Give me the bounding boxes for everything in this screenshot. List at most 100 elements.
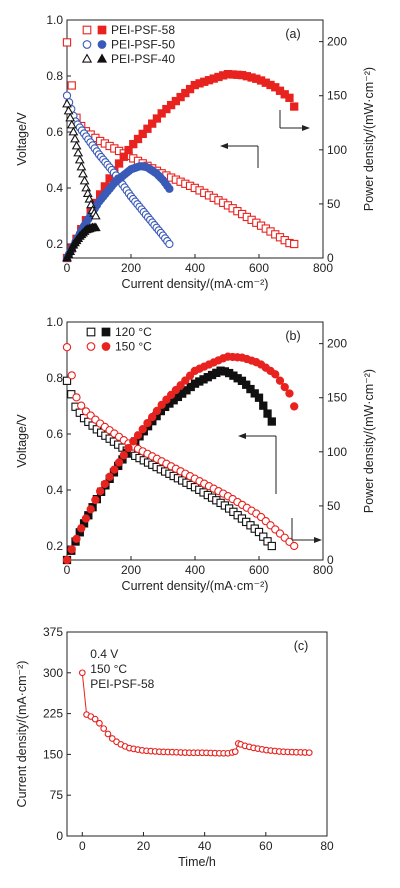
x-axis-label: Time/h: [178, 855, 216, 869]
x-tick-label: 600: [249, 261, 269, 275]
data-point: [105, 472, 114, 481]
x-tick-label: 800: [313, 563, 333, 577]
data-point: [62, 555, 72, 565]
legend-marker-open: [82, 25, 92, 35]
arrow-head: [314, 537, 322, 543]
data-point: [110, 465, 119, 474]
data-point: [290, 541, 299, 551]
data-point: [165, 184, 174, 193]
data-point: [285, 93, 294, 102]
data-point: [62, 343, 72, 352]
series-square-power: [62, 70, 299, 263]
y-tick-label: 375: [43, 625, 63, 639]
plot-frame: [66, 631, 328, 837]
data-point: [62, 376, 72, 385]
data-point: [86, 505, 95, 514]
x-axis-label: Current density/(mA·cm⁻²): [122, 579, 269, 593]
data-point: [263, 537, 272, 546]
data-point: [62, 98, 72, 108]
x-axis-label: Current density/(mA·cm⁻²): [122, 277, 269, 291]
data-point: [68, 126, 79, 136]
data-point: [133, 134, 143, 144]
y-axis-label: Current density/(mA·cm⁻²): [15, 661, 29, 808]
y-right-tick-label: 100: [327, 445, 347, 459]
data-point: [119, 451, 128, 460]
data-point: [114, 159, 124, 168]
data-point: [267, 417, 276, 426]
x-tick-label: 0: [64, 261, 71, 275]
data-point: [250, 389, 259, 398]
y-left-axis-label: Voltage/V: [15, 414, 29, 468]
x-tick-label: 0: [64, 563, 71, 577]
y-tick-label: 0: [56, 829, 63, 843]
legend-marker-open: [86, 342, 96, 351]
data-point: [74, 154, 85, 164]
data-point: [259, 532, 268, 541]
y-right-axis-label: Power density/(mW·cm⁻²): [362, 67, 376, 211]
y-right-tick-label: 50: [327, 499, 341, 513]
data-point: [275, 376, 285, 385]
data-point: [78, 168, 88, 178]
y-left-tick-label: 0.8: [46, 69, 63, 83]
y-right-tick-label: 100: [327, 143, 347, 157]
data-point: [148, 119, 157, 128]
data-point: [124, 145, 133, 155]
x-tick-label: 600: [249, 563, 269, 577]
data-point: [157, 400, 166, 409]
y-left-tick-label: 0.2: [46, 237, 63, 251]
series-triangle-power: [62, 222, 101, 262]
data-point: [267, 541, 276, 551]
x-tick-label: 400: [185, 563, 205, 577]
data-point: [185, 371, 195, 380]
data-point: [143, 124, 152, 133]
x-tick-label: 800: [313, 261, 333, 275]
data-point: [95, 487, 105, 496]
data-point: [254, 527, 264, 537]
data-point: [148, 412, 157, 422]
y-left-tick-label: 0.8: [46, 371, 63, 385]
annotation: 0.4 V: [90, 647, 118, 661]
data-point: [166, 390, 176, 400]
data-point: [114, 458, 124, 467]
y-left-tick-label: 0.6: [46, 427, 63, 441]
y-tick-label: 225: [43, 707, 63, 721]
legend-marker-open: [81, 53, 93, 63]
data-point: [104, 730, 112, 738]
data-point: [138, 129, 147, 139]
y-tick-label: 150: [43, 747, 63, 761]
arrow-head: [238, 433, 246, 439]
data-point: [67, 81, 76, 90]
legend-label: PEI-PSF-58: [111, 23, 175, 37]
data-point: [66, 119, 77, 129]
y-right-tick-label: 150: [327, 89, 347, 103]
y-left-tick-label: 0.6: [46, 125, 63, 139]
legend-label: 150 °C: [115, 340, 152, 354]
series-triangle-voltage: [62, 98, 101, 220]
arrow-head: [302, 125, 310, 131]
y-right-tick-label: 0: [327, 553, 334, 567]
panel-label: (a): [285, 27, 300, 41]
data-point: [305, 749, 313, 757]
data-point: [254, 393, 264, 402]
data-point: [100, 479, 110, 489]
legend-marker-filled: [96, 53, 108, 63]
data-point: [70, 133, 80, 143]
data-point: [73, 147, 84, 157]
data-point: [91, 495, 100, 505]
data-point: [231, 748, 239, 756]
data-point: [152, 406, 162, 416]
chart-panel: 0 200 400 600 800 0.2 0.4 0.6 0.8 1.0 0 50 100 150 200…: [15, 315, 376, 593]
x-tick-label: 60: [259, 839, 273, 853]
data-point: [78, 669, 86, 677]
data-point: [181, 376, 190, 385]
data-point: [62, 38, 72, 47]
annotation: PEI-PSF-58: [90, 677, 154, 691]
plot-frame: [66, 321, 324, 561]
chart-panel: 0 20 40 60 80 0 75 150 225 300 375 Time/h Current de…: [15, 625, 334, 869]
y-left-tick-label: 0.4: [46, 181, 63, 195]
data-point: [171, 385, 181, 395]
data-point: [133, 431, 143, 440]
series-circle-power: [62, 162, 174, 263]
y-left-axis-label: Voltage/V: [15, 112, 29, 166]
